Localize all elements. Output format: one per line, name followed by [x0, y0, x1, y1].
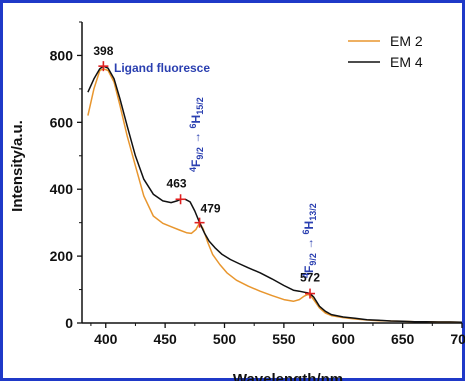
- y-axis-label: Intensity/a.u.: [9, 120, 26, 212]
- legend-em2-label: EM 2: [390, 33, 423, 49]
- peak-label: 572: [300, 271, 320, 285]
- y-tick-label: 0: [65, 315, 73, 331]
- x-tick-label: 700: [450, 331, 465, 347]
- y-tick-group: 0 200 400 600 800: [50, 21, 82, 331]
- x-tick-label: 450: [153, 331, 177, 347]
- x-tick-label: 500: [213, 331, 237, 347]
- y-tick-label: 200: [50, 248, 74, 264]
- y-tick-label: 400: [50, 181, 74, 197]
- x-tick-label: 400: [94, 331, 118, 347]
- legend-em4-label: EM 4: [390, 54, 423, 70]
- x-axis-label: Wavelength/nm: [233, 371, 343, 381]
- peak-label: 463: [167, 176, 187, 190]
- y-tick-label: 800: [50, 47, 74, 63]
- series-line-em4: [87, 65, 463, 324]
- x-tick-label: 550: [272, 331, 296, 347]
- legend: EM 2 EM 4: [348, 33, 423, 70]
- series-group: [87, 65, 463, 324]
- transition-2-label: 4F9/2 → 6H13/2: [301, 203, 318, 278]
- series-line-em2: [87, 68, 463, 324]
- peak-label: 479: [201, 202, 221, 216]
- peak-markers: 398 463 479 572: [93, 44, 320, 299]
- ligand-annotation: Ligand fluoresce: [114, 61, 210, 75]
- transition-1-label: 4F9/2 → 6H15/2: [188, 97, 205, 172]
- y-tick-label: 600: [50, 114, 74, 130]
- x-tick-label: 600: [332, 331, 356, 347]
- peak-label: 398: [93, 44, 113, 58]
- x-tick-group: 400 450 500 550 600 650 700: [90, 323, 465, 347]
- x-tick-label: 650: [391, 331, 415, 347]
